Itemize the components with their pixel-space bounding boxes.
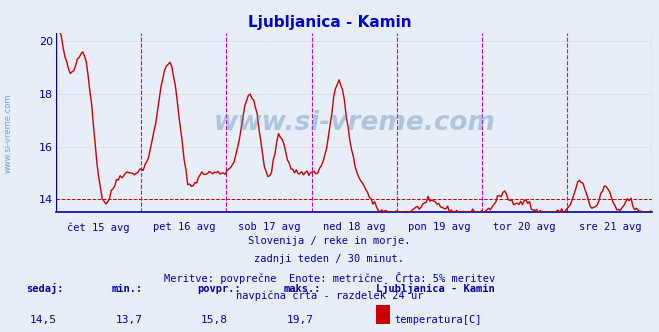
Text: min.:: min.:	[112, 284, 143, 294]
Text: Meritve: povprečne  Enote: metrične  Črta: 5% meritev: Meritve: povprečne Enote: metrične Črta:…	[164, 272, 495, 284]
Text: pet 16 avg: pet 16 avg	[153, 222, 215, 232]
Text: temperatura[C]: temperatura[C]	[394, 315, 482, 325]
Text: sedaj:: sedaj:	[26, 283, 64, 294]
Text: maks.:: maks.:	[283, 284, 321, 294]
Text: tor 20 avg: tor 20 avg	[494, 222, 556, 232]
Text: ned 18 avg: ned 18 avg	[323, 222, 386, 232]
Text: Ljubljanica - Kamin: Ljubljanica - Kamin	[248, 15, 411, 30]
Text: sre 21 avg: sre 21 avg	[579, 222, 641, 232]
Text: povpr.:: povpr.:	[198, 284, 241, 294]
Text: navpična črta - razdelek 24 ur: navpična črta - razdelek 24 ur	[236, 290, 423, 301]
Text: 13,7: 13,7	[115, 315, 142, 325]
Text: sob 17 avg: sob 17 avg	[238, 222, 301, 232]
Text: 15,8: 15,8	[201, 315, 228, 325]
Text: 19,7: 19,7	[287, 315, 314, 325]
Text: www.si-vreme.com: www.si-vreme.com	[214, 110, 495, 136]
Text: Slovenija / reke in morje.: Slovenija / reke in morje.	[248, 236, 411, 246]
Text: zadnji teden / 30 minut.: zadnji teden / 30 minut.	[254, 254, 405, 264]
Text: pon 19 avg: pon 19 avg	[408, 222, 471, 232]
Text: Ljubljanica - Kamin: Ljubljanica - Kamin	[376, 283, 494, 294]
Text: čet 15 avg: čet 15 avg	[67, 222, 130, 233]
Text: www.si-vreme.com: www.si-vreme.com	[3, 93, 13, 173]
Text: 14,5: 14,5	[30, 315, 57, 325]
